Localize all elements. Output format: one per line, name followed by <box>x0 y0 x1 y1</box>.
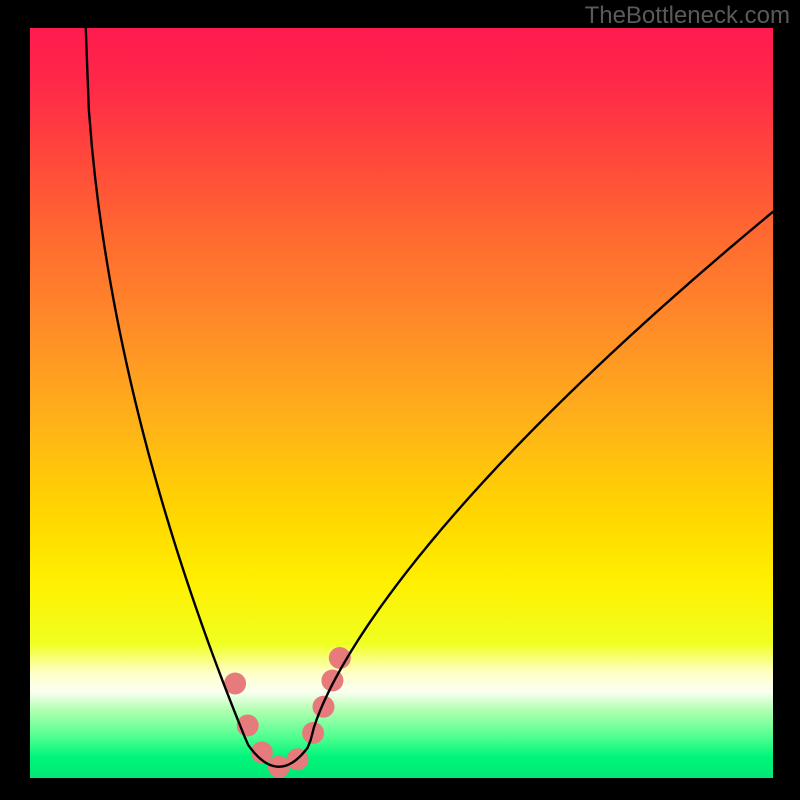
curve-marker <box>321 670 343 692</box>
curve-marker <box>312 696 334 718</box>
marker-group <box>224 647 351 778</box>
watermark-text: TheBottleneck.com <box>585 2 790 30</box>
bottleneck-curve <box>86 28 773 767</box>
curve-layer <box>30 28 773 778</box>
plot-area <box>30 28 773 778</box>
chart-stage: TheBottleneck.com <box>0 0 800 800</box>
